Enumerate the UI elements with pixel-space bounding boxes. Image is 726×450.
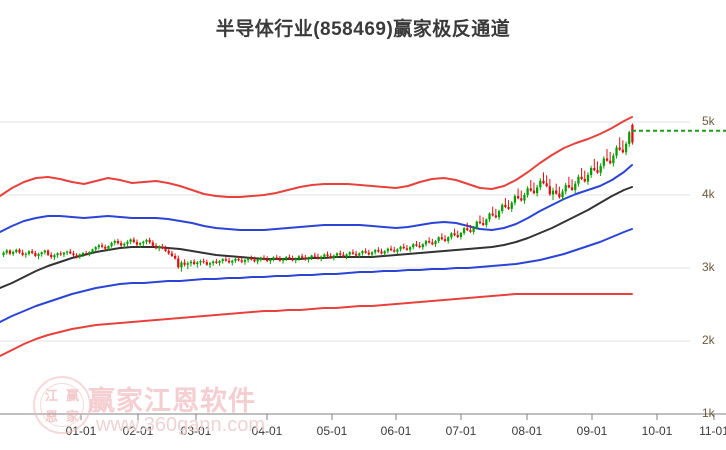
seal-char: 家 xyxy=(65,409,79,424)
watermark-seal-logo: 江赢恩家 xyxy=(33,376,91,434)
candlestick-series xyxy=(2,123,634,272)
y-tick-label: 1k xyxy=(702,406,715,420)
series-lines xyxy=(0,116,633,357)
x-tick-label: 08-01 xyxy=(511,424,543,438)
x-tick-label: 05-01 xyxy=(316,424,348,438)
axis-lines xyxy=(0,413,726,420)
x-tick-label: 11-01 xyxy=(699,424,726,438)
x-tick-label: 07-01 xyxy=(445,424,477,438)
y-tick-label: 4k xyxy=(702,187,715,201)
page-title: 半导体行业(858469)赢家极反通道 xyxy=(215,19,511,40)
y-tick-label: 3k xyxy=(702,260,715,274)
y-tick-label: 5k xyxy=(702,114,715,128)
grid-lines xyxy=(0,121,690,415)
x-tick-label: 04-01 xyxy=(251,424,283,438)
watermark-brand-text: 赢家江恩软件 xyxy=(88,386,256,416)
seal-char: 江 xyxy=(44,388,58,403)
seal-characters: 江赢恩家 xyxy=(40,383,84,427)
seal-char: 赢 xyxy=(65,388,79,403)
x-tick-label: 03-01 xyxy=(180,424,212,438)
x-tick-label: 02-01 xyxy=(122,424,154,438)
x-tick-label: 09-01 xyxy=(576,424,608,438)
seal-char: 恩 xyxy=(44,409,58,424)
x-tick-label: 06-01 xyxy=(380,424,412,438)
y-tick-label: 2k xyxy=(702,333,715,347)
x-tick-label: 10-01 xyxy=(641,424,673,438)
watermark-url-text: www.360gann.com xyxy=(96,414,265,436)
